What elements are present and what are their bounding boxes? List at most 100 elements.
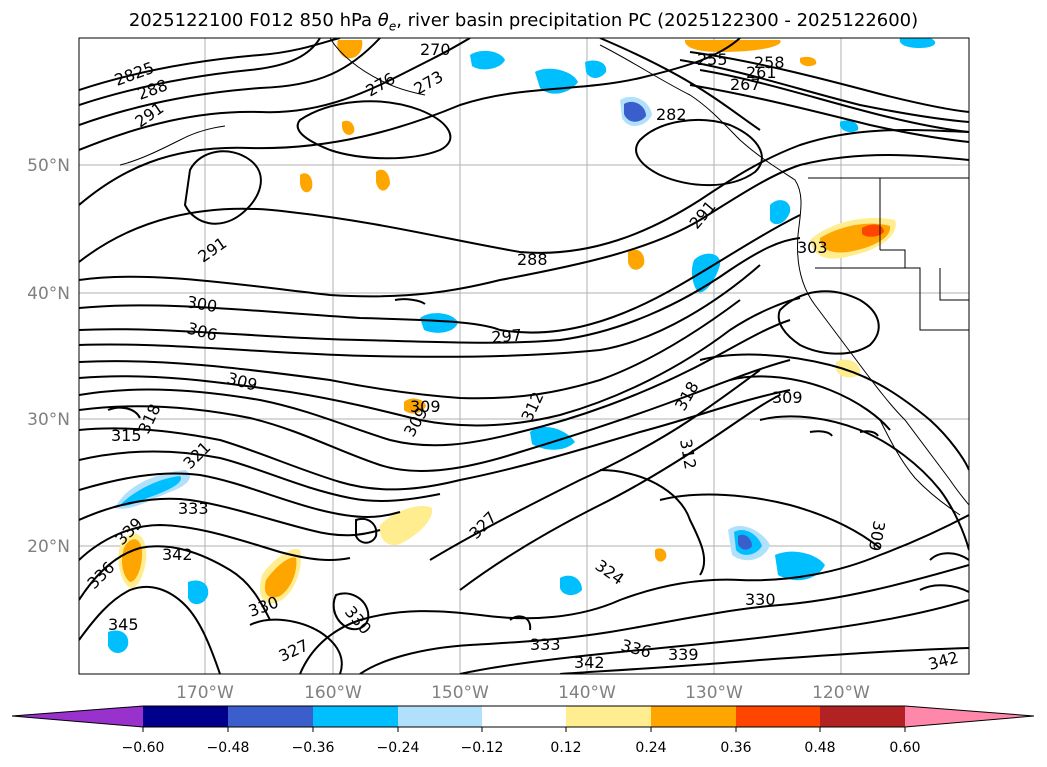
lon-label-140w: 140°W <box>558 683 616 703</box>
lon-label-160w: 160°W <box>304 683 362 703</box>
border-line <box>880 249 906 268</box>
pos-patch <box>684 40 781 52</box>
lat-label-50n: 50°N <box>27 156 70 176</box>
contour-line <box>679 59 969 123</box>
neg-patch <box>775 551 825 581</box>
lat-label-40n: 40°N <box>27 284 70 304</box>
contour-label: 345 <box>108 615 139 634</box>
contour-line <box>659 493 881 549</box>
colorbar-tick-label: 0.48 <box>804 740 835 756</box>
title-suffix: , river basin precipitation PC (20251223… <box>396 10 919 31</box>
contour-line <box>299 514 969 674</box>
lat-label-20n: 20°N <box>27 537 70 557</box>
contour-label: 270 <box>420 40 451 59</box>
pc-shading <box>108 38 936 654</box>
pos-patch <box>655 548 667 562</box>
neg-patch <box>691 253 721 293</box>
pos-patch <box>264 557 297 598</box>
contour-label: 315 <box>111 426 142 445</box>
neg-patch <box>120 476 181 506</box>
contour-line <box>359 564 969 674</box>
contour-label: 282 <box>656 105 687 124</box>
pos-patch <box>404 398 426 414</box>
contour-label: 309 <box>772 388 803 407</box>
lon-label-170w: 170°W <box>176 683 234 703</box>
neg-patch <box>840 120 859 133</box>
contour-line <box>859 430 879 437</box>
colorbar: −0.60 −0.48 −0.36 −0.24 −0.12 0.12 0.24 … <box>11 705 1035 756</box>
contour-line <box>79 472 401 518</box>
colorbar-segment <box>313 706 398 727</box>
contour-label: 267 <box>730 75 761 94</box>
contour-label: 288 <box>517 250 548 269</box>
contour-line <box>559 647 969 674</box>
colorbar-tick-label: 0.36 <box>720 740 751 756</box>
colorbar-tick-label: −0.24 <box>377 740 420 756</box>
coastline <box>119 38 969 516</box>
colorbar-tick-label: −0.36 <box>292 740 335 756</box>
lon-label-130w: 130°W <box>685 683 743 703</box>
map-frame <box>78 37 970 675</box>
contour-line <box>79 319 791 447</box>
contour-line <box>79 299 741 400</box>
colorbar-segment <box>905 706 1034 727</box>
contour-line <box>394 298 426 305</box>
contour-line <box>79 38 381 126</box>
border-line <box>939 268 969 301</box>
longitude-labels: 170°W 160°W 150°W 140°W 130°W 120°W <box>176 683 870 703</box>
colorbar-segment <box>228 706 313 727</box>
pos-patch <box>342 120 355 135</box>
coastline-path <box>329 38 426 96</box>
contour-line <box>777 290 880 355</box>
colorbar-tick-label: 0.60 <box>889 740 920 756</box>
contour-line <box>79 38 341 91</box>
neg-patch <box>470 50 505 70</box>
pos-patch <box>376 169 390 191</box>
pos-patch <box>862 224 884 237</box>
contour-label: 342 <box>162 545 193 564</box>
contour-line <box>183 150 262 225</box>
neg-patch <box>899 38 936 48</box>
lon-label-120w: 120°W <box>812 683 870 703</box>
contour-line <box>635 119 763 187</box>
neg-patch <box>560 575 582 596</box>
coastline-path <box>599 44 969 506</box>
title-symbol: θ <box>377 10 389 31</box>
contour-line <box>79 545 271 621</box>
map-panel <box>79 38 969 674</box>
contour-label: 342 <box>574 653 605 672</box>
contour-line <box>599 469 706 576</box>
contour-line <box>79 38 471 151</box>
neg-patch <box>738 534 752 550</box>
contour-line <box>79 297 801 427</box>
contour-line <box>689 84 969 143</box>
neg-patch <box>770 200 791 225</box>
neg-patch <box>624 101 646 122</box>
contour-line <box>79 523 351 561</box>
contour-line <box>79 154 969 298</box>
contour-label: 303 <box>797 238 828 257</box>
colorbar-segment <box>820 706 905 727</box>
contour-line <box>355 518 378 544</box>
contour-line <box>332 592 370 631</box>
colorbar-tick-label: −0.12 <box>461 740 504 756</box>
lon-label-150w: 150°W <box>431 683 489 703</box>
contour-label: 333 <box>178 499 209 518</box>
colorbar-tick-label: −0.48 <box>207 740 250 756</box>
colorbar-segment <box>566 706 651 727</box>
contour-line <box>79 585 221 674</box>
contour-line <box>79 38 321 106</box>
colorbar-tick-label: 0.12 <box>550 740 581 756</box>
map-title: 2025122100 F012 850 hPa θe, river basin … <box>0 10 1047 34</box>
colorbar-ticks <box>142 727 906 732</box>
colorbar-tick-label: 0.24 <box>635 740 666 756</box>
contour-line <box>296 100 452 160</box>
contour-line <box>689 51 969 113</box>
contour-line <box>809 430 833 437</box>
contour-line <box>919 584 969 593</box>
pos-patch <box>628 249 645 270</box>
title-prefix: 2025122100 F012 850 hPa <box>128 10 378 31</box>
contour-label: 309 <box>410 397 441 416</box>
colorbar-tick-label: −0.60 <box>122 740 165 756</box>
